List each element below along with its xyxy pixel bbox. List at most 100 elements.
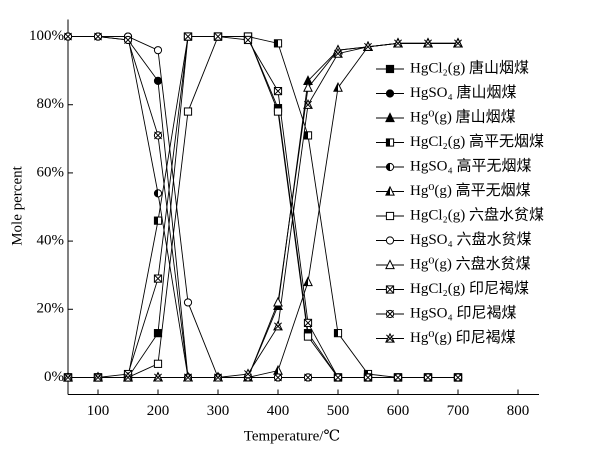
marker-cross [274, 373, 282, 382]
marker-cross [64, 32, 72, 41]
series-line [68, 36, 458, 378]
marker-half [386, 163, 390, 171]
legend-marker [385, 332, 395, 343]
marker-cross [274, 322, 282, 331]
marker-half [304, 131, 308, 140]
legend-item: HgSO₄ 高平无烟煤 [376, 157, 532, 174]
legend-label: HgCl₂(g) 印尼褐煤 [410, 280, 529, 297]
data-point [153, 329, 163, 338]
x-axis-title: Temperature/℃ [244, 428, 341, 444]
data-point [273, 364, 283, 375]
series-line [68, 36, 458, 378]
legend-marker [385, 185, 395, 196]
legend-marker [385, 236, 395, 245]
marker-cross [94, 373, 102, 382]
marker-cross [304, 100, 312, 109]
marker-shape [273, 296, 283, 307]
series-line [68, 36, 458, 378]
marker-cross [124, 36, 132, 44]
data-point [93, 371, 103, 382]
marker-half [386, 138, 390, 147]
data-point [303, 332, 313, 341]
marker-cross [386, 285, 394, 294]
marker-cross [454, 39, 462, 48]
data-point [273, 107, 283, 116]
data-point [303, 131, 313, 140]
marker-shape [153, 76, 163, 85]
series-line [68, 36, 458, 378]
legend-item: Hg⁰(g) 印尼褐煤 [376, 329, 516, 346]
legend-item: Hg⁰(g) 唐山烟煤 [376, 108, 516, 125]
data-point [243, 35, 253, 45]
data-point [123, 371, 133, 382]
marker-cross [304, 318, 312, 327]
marker-cross [244, 36, 252, 44]
marker-cross [424, 39, 432, 48]
data-point [393, 373, 403, 382]
marker-half [273, 366, 278, 375]
data-point [363, 41, 373, 51]
marker-cross [154, 274, 162, 283]
y-tick-label: 60% [37, 164, 65, 180]
legend-item: HgSO₄ 六盘水贫煤 [376, 230, 532, 248]
data-point [453, 373, 463, 382]
data-point [183, 107, 193, 116]
x-tick-label: 100 [87, 403, 110, 419]
data-point [303, 318, 313, 328]
marker-half [154, 189, 158, 197]
marker-shape [385, 89, 395, 98]
series-line [68, 36, 458, 378]
legend-label: Hg⁰(g) 高平无烟煤 [410, 182, 531, 199]
marker-cross [424, 373, 432, 382]
legend-item: HgCl₂(g) 印尼褐煤 [376, 280, 529, 297]
data-point [393, 37, 403, 48]
marker-shape [153, 46, 163, 55]
marker-cross [394, 39, 402, 48]
x-tick-label: 700 [447, 403, 470, 419]
data-point [333, 47, 343, 58]
data-point [303, 99, 313, 109]
marker-shape [183, 107, 193, 116]
legend-label: HgSO₄ 六盘水贫煤 [410, 230, 532, 248]
marker-shape [303, 81, 313, 92]
marker-cross [184, 32, 192, 41]
legend-marker [385, 64, 395, 74]
marker-shape [153, 359, 163, 368]
legend-item: Hg⁰(g) 六盘水贫煤 [376, 254, 531, 272]
legend-marker [385, 211, 395, 221]
y-tick-label: 0% [44, 369, 64, 385]
marker-cross [364, 373, 372, 382]
legend-item: HgCl₂(g) 六盘水贫煤 [376, 205, 544, 223]
data-point [333, 81, 343, 92]
marker-cross [394, 373, 402, 382]
marker-half [154, 217, 158, 225]
legend-label: HgCl₂(g) 六盘水贫煤 [410, 205, 544, 223]
legend-label: HgSO₄ 高平无烟煤 [410, 157, 532, 174]
legend-marker [385, 138, 395, 147]
legend-marker [385, 259, 395, 270]
data-point [303, 276, 313, 287]
data-point [153, 274, 163, 283]
marker-shape [153, 329, 163, 338]
data-point [153, 76, 163, 85]
data-point [423, 373, 433, 382]
data-point [333, 373, 343, 382]
data-point [183, 32, 193, 41]
data-point [123, 35, 133, 45]
legend-marker [385, 112, 395, 123]
marker-cross [334, 49, 342, 58]
data-point [183, 298, 193, 307]
data-point [213, 32, 223, 41]
data-point [273, 39, 283, 48]
data-point [453, 37, 463, 48]
legend-item: HgCl₂(g) 高平无烟煤 [376, 133, 544, 150]
marker-half [303, 277, 308, 286]
marker-shape [303, 332, 313, 341]
marker-cross [386, 310, 394, 318]
legend-marker [385, 162, 395, 172]
y-axis-title: Mole percent [9, 165, 25, 245]
x-tick-label: 600 [387, 403, 410, 419]
marker-shape [273, 107, 283, 116]
data-point [153, 46, 163, 55]
